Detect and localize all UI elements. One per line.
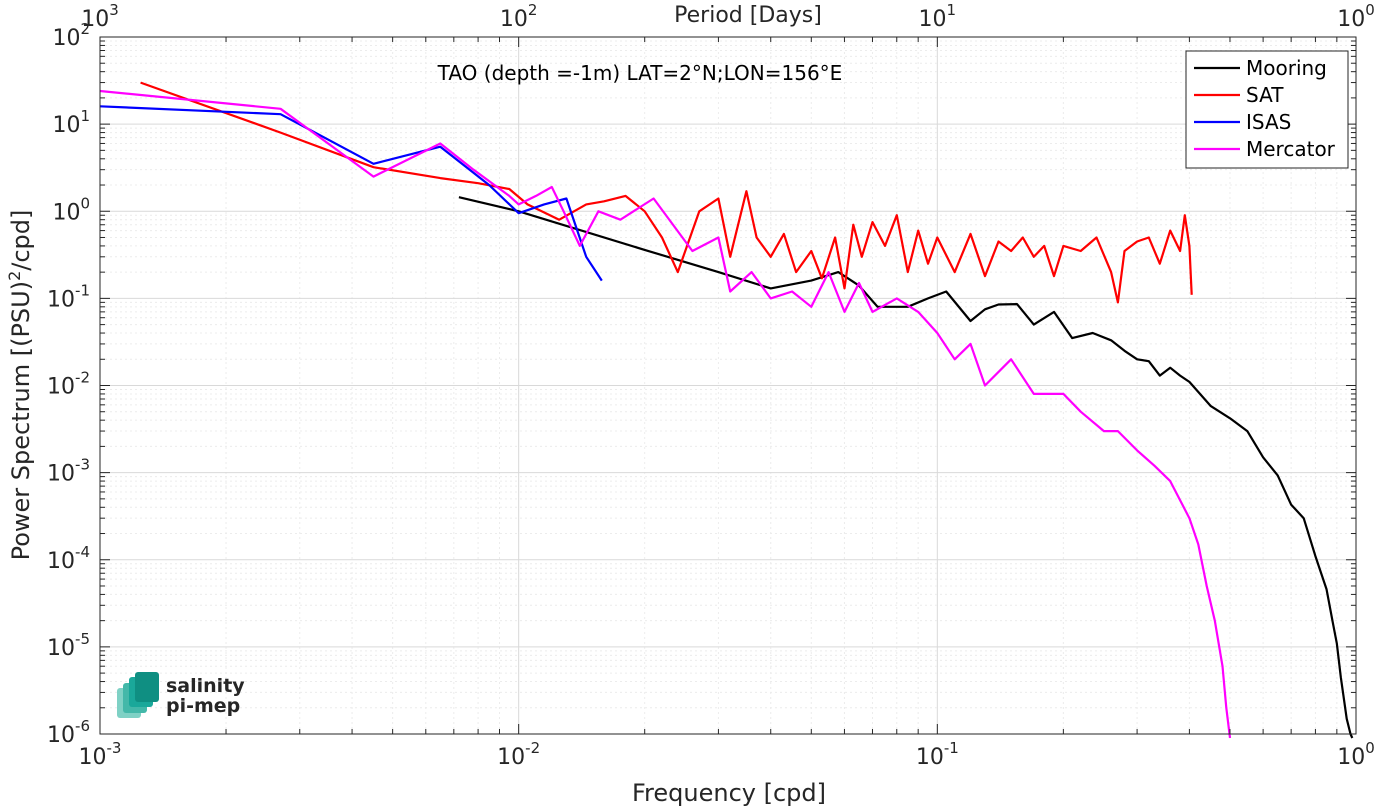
x-tick-label: 10-1 — [916, 739, 959, 770]
axis-ticks — [99, 36, 1357, 735]
top-tick-label: 102 — [500, 1, 538, 32]
logo-text-pi-mep: pi-mep — [166, 695, 240, 717]
y-tick-label: 10-2 — [47, 369, 90, 400]
legend: Mooring SAT ISAS Mercator — [1185, 50, 1349, 169]
series-line-isas — [99, 105, 603, 282]
y-tick-label: 10-6 — [47, 717, 90, 748]
top-axis-title: Period [Days] — [674, 3, 822, 28]
y-tick-label: 10-4 — [47, 543, 90, 574]
series-line-sat — [140, 81, 1193, 304]
x-axis-title: Frequency [cpd] — [632, 779, 826, 807]
legend-label-mooring: Mooring — [1246, 56, 1327, 80]
logo-layer — [135, 672, 159, 702]
top-tick-label: 101 — [919, 1, 957, 32]
x-tick-label: 100 — [1337, 739, 1375, 770]
logo-text-salinity: salinity — [166, 675, 245, 697]
x-tick-label: 10-2 — [497, 739, 540, 770]
salinity-pi-mep-logo: salinity pi-mep — [117, 672, 245, 718]
legend-label-sat: SAT — [1246, 83, 1284, 107]
y-tick-label: 10-5 — [47, 630, 90, 661]
series-layer — [99, 81, 1354, 739]
top-tick-label: 100 — [1337, 1, 1375, 32]
series-line-mooring — [458, 196, 1354, 739]
annotation: TAO (depth =-1m) LAT=2°N;LON=156°E — [437, 61, 843, 85]
y-axis-title: Power Spectrum [(PSU)2/cpd] — [5, 210, 35, 561]
y-tick-label: 10-3 — [47, 456, 90, 487]
series-line-mercator — [99, 89, 1232, 739]
top-tick-label: 103 — [81, 1, 119, 32]
legend-label-mercator: Mercator — [1246, 137, 1336, 161]
y-tick-label: 100 — [52, 194, 90, 225]
y-tick-label: 102 — [52, 20, 90, 51]
y-tick-label: 10-1 — [47, 281, 90, 312]
y-tick-label: 101 — [52, 107, 90, 138]
x-tick-label: 10-3 — [79, 739, 122, 770]
legend-label-isas: ISAS — [1246, 110, 1291, 134]
